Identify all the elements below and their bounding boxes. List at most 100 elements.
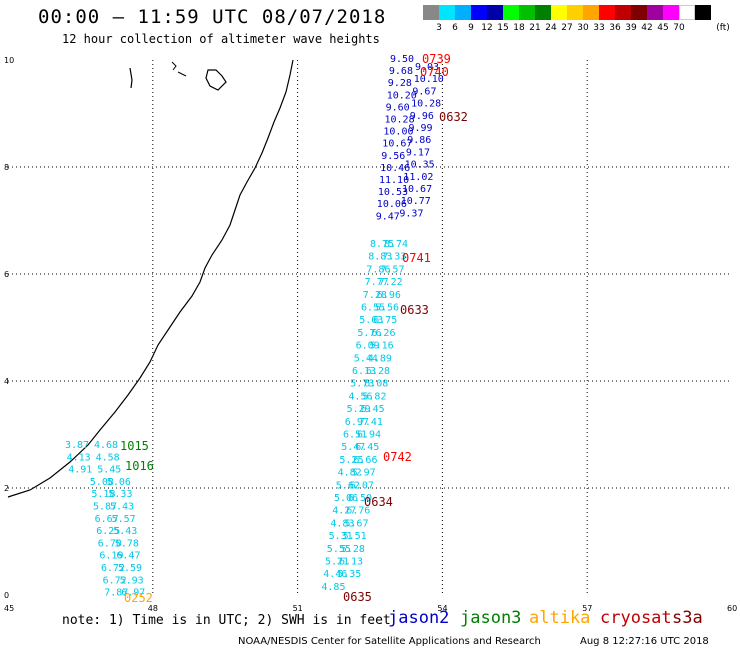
legend-item-jason3: jason3	[460, 608, 522, 628]
scale-swatch	[599, 5, 615, 20]
swh-value-altika: 5.43	[110, 502, 134, 513]
swh-value-altika: 5.35	[337, 569, 361, 580]
swh-value-altika: 6.13	[352, 366, 376, 377]
scale-label: 18	[513, 23, 525, 33]
scale-swatch	[583, 5, 599, 20]
island-outline	[129, 67, 133, 89]
scale-swatch	[535, 5, 551, 20]
swh-value-altika: 8.75	[370, 239, 394, 250]
swh-value-altika: 7.22	[379, 277, 403, 288]
swh-value-altika: 7.41	[359, 417, 383, 428]
pass-time-s3a: 0739	[422, 52, 451, 66]
swh-value-altika: 5.62	[336, 480, 360, 491]
swh-value-altika: 5.93	[120, 575, 144, 586]
swh-value-altika: 5.44	[354, 353, 378, 364]
scale-label: 12	[481, 23, 493, 33]
swh-value-altika: 7.28	[363, 290, 387, 301]
coastline	[7, 59, 294, 498]
pass-time-s3a: 0742	[383, 450, 412, 464]
swh-value-altika: 6.96	[377, 290, 401, 301]
page-subtitle: 12 hour collection of altimeter wave hei…	[62, 32, 380, 46]
swh-value-altika: 5.16	[370, 341, 394, 352]
scale-swatch	[519, 5, 535, 20]
swh-value-altika: 5.78	[115, 538, 139, 549]
scale-unit: (ft)	[716, 23, 730, 33]
swh-value-altika: 6.50	[348, 493, 372, 504]
swh-value-altika: 5.63	[359, 315, 383, 326]
swh-value-altika: 6.26	[371, 328, 395, 339]
swh-value-altika: 5.31	[329, 531, 353, 542]
swh-value-altika: 6.47	[116, 551, 140, 562]
scale-swatch	[439, 5, 455, 20]
legend-item-altika: altika	[529, 608, 591, 628]
swh-value-jason2: 10.53	[378, 187, 408, 198]
pass-time-s3a: 0741	[402, 251, 431, 265]
swh-value-altika: 5.51	[343, 531, 367, 542]
scale-label: 42	[641, 23, 653, 33]
scale-swatch	[487, 5, 503, 20]
swh-value-altika: 6.72	[103, 575, 127, 586]
swh-value-jason2: 9.37	[399, 208, 423, 219]
swh-value-altika: 5.43	[113, 526, 137, 537]
swh-value-altika: 6.75	[373, 315, 397, 326]
swh-value-altika: 5.47	[341, 442, 365, 453]
scale-label: 33	[593, 23, 605, 33]
swh-value-jason2: 9.86	[407, 135, 431, 146]
swh-value-altika: 4.56	[348, 391, 372, 402]
scale-swatch	[455, 5, 471, 20]
swh-value-altika: 4.82	[338, 468, 362, 479]
y-tick-label: 4	[4, 377, 9, 386]
swh-value-jason2: 9.96	[410, 111, 434, 122]
swh-value-altika: 6.45	[361, 404, 385, 415]
swh-value-jason2: 10.28	[411, 99, 441, 110]
swh-value-altika: 6.08	[364, 379, 388, 390]
swh-value-altika: 5.06	[334, 493, 358, 504]
swh-value-altika: 5.25	[339, 455, 363, 466]
swh-value-altika: 5.59	[118, 563, 142, 574]
y-tick-label: 6	[4, 270, 9, 279]
scale-swatch	[695, 5, 711, 20]
swh-value-altika: 4.27	[332, 506, 356, 517]
swh-value-altika: 6.66	[353, 455, 377, 466]
island-outline	[171, 61, 177, 71]
swh-value-altika: 5.56	[375, 303, 399, 314]
swh-value-jason2: 9.99	[409, 123, 433, 134]
swh-value-altika: 7.86	[366, 264, 390, 275]
swh-value-altika: 4.83	[330, 518, 354, 529]
footer-timestamp: Aug 8 12:27:16 UTC 2018	[580, 636, 709, 647]
swh-value-altika: 5.73	[350, 379, 374, 390]
scale-label: 15	[497, 23, 509, 33]
x-tick-label: 48	[148, 604, 158, 613]
swh-value-jason2: 10.46	[380, 163, 410, 174]
scale-label: 3	[436, 23, 442, 33]
pass-time-cryosat: 0635	[343, 590, 372, 604]
pass-time-altika: 0252	[124, 591, 153, 605]
swh-value-altika: 7.77	[365, 277, 389, 288]
scale-swatch	[551, 5, 567, 20]
scale-label: 27	[561, 23, 573, 33]
scale-label: 70	[673, 23, 685, 33]
swh-value-altika: 6.28	[366, 366, 390, 377]
swh-value-jason2: 9.47	[376, 211, 400, 222]
swh-value-jason2: 9.50	[390, 54, 414, 65]
swh-value-altika: 7.87	[104, 588, 128, 599]
swh-value-altika: 5.33	[108, 489, 132, 500]
scale-label: 21	[529, 23, 541, 33]
swh-value-altika: 5.18	[91, 489, 115, 500]
note-text: note: 1) Time is in UTC; 2) SWH is in fe…	[62, 613, 391, 628]
island-outline	[177, 71, 187, 77]
swh-value-altika: 5.57	[112, 514, 136, 525]
legend-item-cryosat: cryosat	[600, 608, 672, 628]
x-tick-label: 54	[437, 604, 447, 613]
swh-value-altika: 6.45	[355, 442, 379, 453]
swh-value-jason2: 10.06	[377, 199, 407, 210]
scale-swatch	[423, 5, 439, 20]
scale-swatch	[663, 5, 679, 20]
swh-value-altika: 5.28	[341, 544, 365, 555]
swh-value-altika: 6.19	[99, 551, 123, 562]
scale-label: 30	[577, 23, 589, 33]
swh-value-altika: 8.83	[368, 252, 392, 263]
scale-swatch	[471, 5, 487, 20]
scale-swatch	[503, 5, 519, 20]
